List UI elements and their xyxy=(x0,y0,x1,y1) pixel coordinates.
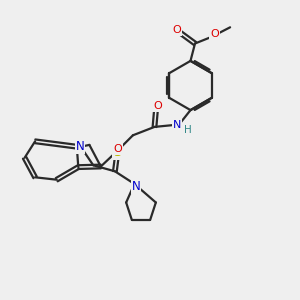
Text: O: O xyxy=(210,29,219,40)
Text: O: O xyxy=(153,101,162,111)
Text: O: O xyxy=(113,144,122,154)
Text: N: N xyxy=(172,120,181,130)
Text: O: O xyxy=(172,25,181,35)
Text: S: S xyxy=(113,146,121,159)
Text: N: N xyxy=(76,140,85,153)
Text: N: N xyxy=(131,180,140,193)
Text: H: H xyxy=(184,125,191,135)
